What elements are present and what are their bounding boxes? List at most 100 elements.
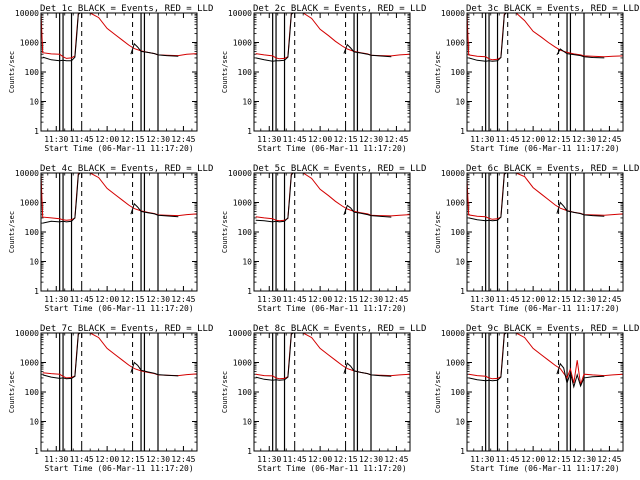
y-tick-label: 10 xyxy=(242,98,252,107)
x-tick-label: 12:00 xyxy=(95,455,119,464)
y-tick-label: 10000 xyxy=(441,169,465,178)
y-tick-label: 10000 xyxy=(15,329,39,338)
panel-title: Det 8c BLACK = Events, RED = LLD xyxy=(253,324,426,334)
y-tick-label: 10000 xyxy=(15,169,39,178)
x-tick-label: 11:45 xyxy=(496,135,520,144)
panel-title: Det 4c BLACK = Events, RED = LLD xyxy=(40,164,213,174)
x-tick-label: 11:30 xyxy=(470,295,494,304)
plot-frame xyxy=(40,172,198,292)
y-tick-label: 1 xyxy=(247,447,252,456)
y-tick-label: 1 xyxy=(34,447,39,456)
plot-frame xyxy=(40,12,198,132)
plot-frame xyxy=(40,332,198,452)
x-tick-label: 12:30 xyxy=(572,455,596,464)
x-tick-label: 11:30 xyxy=(470,135,494,144)
x-tick-label: 12:45 xyxy=(597,135,621,144)
x-tick-label: 12:00 xyxy=(521,455,545,464)
x-tick-label: 11:30 xyxy=(44,295,68,304)
x-tick-label: 12:15 xyxy=(121,455,145,464)
plot-frame xyxy=(253,172,411,292)
y-tick-label: 1000 xyxy=(446,199,465,208)
chart-panel: Det 2c BLACK = Events, RED = LLD Counts/s… xyxy=(221,4,426,153)
y-tick-label: 10 xyxy=(242,258,252,267)
y-tick-label: 10 xyxy=(29,258,39,267)
x-tick-label: 12:15 xyxy=(334,295,358,304)
y-tick-label: 1000 xyxy=(20,39,39,48)
chart-panel: Det 6c BLACK = Events, RED = LLD Counts/s… xyxy=(434,164,639,313)
y-axis-label: Counts/sec xyxy=(221,371,229,413)
y-tick-label: 1 xyxy=(247,287,252,296)
chart-panel: Det 3c BLACK = Events, RED = LLD Counts/s… xyxy=(434,4,639,153)
x-tick-label: 12:00 xyxy=(95,295,119,304)
y-tick-label: 1 xyxy=(460,447,465,456)
x-axis-label: Start Time (06-Mar-11 11:17:20) xyxy=(44,144,193,153)
x-tick-label: 12:00 xyxy=(308,295,332,304)
x-axis-label: Start Time (06-Mar-11 11:17:20) xyxy=(257,144,406,153)
chart-panel: Det 8c BLACK = Events, RED = LLD Counts/s… xyxy=(221,324,426,473)
x-tick-label: 11:30 xyxy=(44,455,68,464)
y-tick-label: 1 xyxy=(247,127,252,136)
y-tick-label: 1 xyxy=(460,287,465,296)
y-tick-label: 1 xyxy=(460,127,465,136)
x-tick-label: 12:15 xyxy=(547,295,571,304)
y-tick-label: 1000 xyxy=(233,39,252,48)
events-series-line xyxy=(42,333,179,380)
x-tick-label: 11:45 xyxy=(70,295,94,304)
x-tick-label: 11:30 xyxy=(257,455,281,464)
y-tick-label: 10000 xyxy=(441,9,465,18)
x-tick-label: 12:15 xyxy=(547,455,571,464)
chart-panel: Det 1c BLACK = Events, RED = LLD Counts/s… xyxy=(8,4,213,153)
events-series-line xyxy=(42,13,179,62)
x-axis-label: Start Time (06-Mar-11 11:17:20) xyxy=(44,464,193,473)
x-tick-label: 11:30 xyxy=(257,295,281,304)
x-tick-label: 12:45 xyxy=(384,455,408,464)
x-tick-label: 12:45 xyxy=(384,295,408,304)
y-tick-label: 10000 xyxy=(441,329,465,338)
y-tick-label: 10 xyxy=(455,98,465,107)
x-tick-label: 12:00 xyxy=(308,135,332,144)
y-tick-label: 10000 xyxy=(228,9,252,18)
x-tick-label: 12:30 xyxy=(359,295,383,304)
x-tick-label: 12:30 xyxy=(359,455,383,464)
events-series-line xyxy=(468,173,605,222)
x-tick-label: 12:15 xyxy=(121,135,145,144)
x-tick-label: 12:30 xyxy=(146,455,170,464)
panel-grid: Det 1c BLACK = Events, RED = LLD Counts/s… xyxy=(8,4,639,473)
panel-title: Det 5c BLACK = Events, RED = LLD xyxy=(253,164,426,174)
x-axis-label: Start Time (06-Mar-11 11:17:20) xyxy=(257,304,406,313)
plot-frame xyxy=(466,12,624,132)
x-tick-label: 11:30 xyxy=(470,455,494,464)
y-axis-label: Counts/sec xyxy=(221,51,229,93)
y-tick-label: 10000 xyxy=(15,9,39,18)
y-tick-label: 100 xyxy=(451,68,466,77)
panel-title: Det 9c BLACK = Events, RED = LLD xyxy=(466,324,639,334)
x-tick-label: 12:45 xyxy=(597,295,621,304)
y-tick-label: 100 xyxy=(451,228,466,237)
y-tick-label: 10 xyxy=(29,98,39,107)
y-tick-label: 10 xyxy=(29,418,39,427)
x-tick-label: 11:45 xyxy=(70,135,94,144)
y-axis-label: Counts/sec xyxy=(8,51,16,93)
panel-title: Det 7c BLACK = Events, RED = LLD xyxy=(40,324,213,334)
y-tick-label: 100 xyxy=(25,68,40,77)
events-series-line xyxy=(42,173,179,224)
x-tick-label: 12:15 xyxy=(121,295,145,304)
y-tick-label: 100 xyxy=(238,388,253,397)
chart-panel: Det 4c BLACK = Events, RED = LLD Counts/s… xyxy=(8,164,213,313)
x-tick-label: 11:45 xyxy=(283,135,307,144)
y-tick-label: 100 xyxy=(238,68,253,77)
y-axis-label: Counts/sec xyxy=(221,211,229,253)
lld-series-line xyxy=(468,333,623,385)
panel-title: Det 2c BLACK = Events, RED = LLD xyxy=(253,4,426,14)
x-tick-label: 12:45 xyxy=(171,455,195,464)
x-tick-label: 12:45 xyxy=(171,135,195,144)
y-tick-label: 100 xyxy=(25,228,40,237)
chart-panel: Det 7c BLACK = Events, RED = LLD Counts/s… xyxy=(8,324,213,473)
y-tick-label: 1000 xyxy=(233,199,252,208)
x-tick-label: 12:15 xyxy=(334,455,358,464)
plot-frame xyxy=(466,172,624,292)
events-series-line xyxy=(468,333,605,389)
x-tick-label: 12:45 xyxy=(171,295,195,304)
x-tick-label: 12:00 xyxy=(521,135,545,144)
